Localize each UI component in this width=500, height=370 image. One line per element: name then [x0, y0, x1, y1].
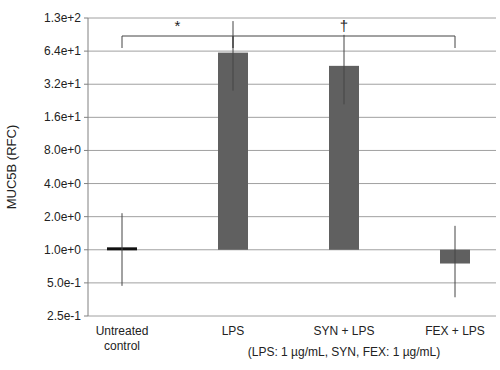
tick-mark [84, 183, 88, 184]
tick-mark [84, 216, 88, 217]
tick-mark [84, 282, 88, 283]
tick-label: 5.0e-1 [47, 276, 81, 290]
tick-label: 6.4e+1 [44, 44, 81, 58]
tick-mark [84, 249, 88, 250]
grid-line [88, 117, 496, 118]
tick-mark [84, 18, 88, 19]
x-axis-label: (LPS: 1 µg/mL, SYN, FEX: 1 µg/mL) [248, 345, 441, 359]
error-bar [455, 226, 456, 297]
tick-label: 4.0e+0 [44, 177, 81, 191]
grid-line [88, 84, 496, 85]
tick-label: 2.0e+0 [44, 210, 81, 224]
category-label: Untreatedcontrol [96, 324, 149, 353]
y-axis-label: MUC5B (RFC) [4, 125, 19, 210]
grid-line [88, 18, 496, 19]
error-bar [233, 21, 234, 91]
category-label: FEX + LPS [425, 324, 485, 338]
error-bar [344, 35, 345, 105]
significance-label: † [340, 17, 348, 34]
tick-label: 1.3e+2 [44, 11, 81, 25]
grid-line [88, 249, 496, 250]
significance-bracket [122, 36, 233, 48]
label-line: control [104, 339, 140, 353]
significance-bracket [233, 36, 455, 48]
tick-label: 1.0e+0 [44, 243, 81, 257]
grid-line [88, 150, 496, 151]
label-line: Untreated [96, 324, 149, 338]
tick-label: 1.6e+1 [44, 110, 81, 124]
tick-mark [84, 150, 88, 151]
grid-line [88, 282, 496, 283]
tick-label: 8.0e+0 [44, 143, 81, 157]
tick-mark [84, 316, 88, 317]
tick-mark [84, 51, 88, 52]
tick-label: 3.2e+1 [44, 77, 81, 91]
tick-mark [84, 117, 88, 118]
category-label: LPS [222, 324, 245, 338]
grid-line [88, 216, 496, 217]
category-label: SYN + LPS [313, 324, 374, 338]
error-bar [122, 213, 123, 286]
y-axis [88, 18, 89, 316]
tick-label: 2.5e-1 [47, 309, 81, 323]
grid-line [88, 51, 496, 52]
grid-line [88, 183, 496, 184]
bars [107, 21, 470, 297]
significance-label: * [175, 17, 181, 34]
grid-line [88, 316, 496, 317]
tick-mark [84, 84, 88, 85]
chart: 2.5e-1 5.0e-1 1.0e+0 2.0e+0 4.0e+0 8.0e+0 1.6e… [0, 0, 500, 370]
